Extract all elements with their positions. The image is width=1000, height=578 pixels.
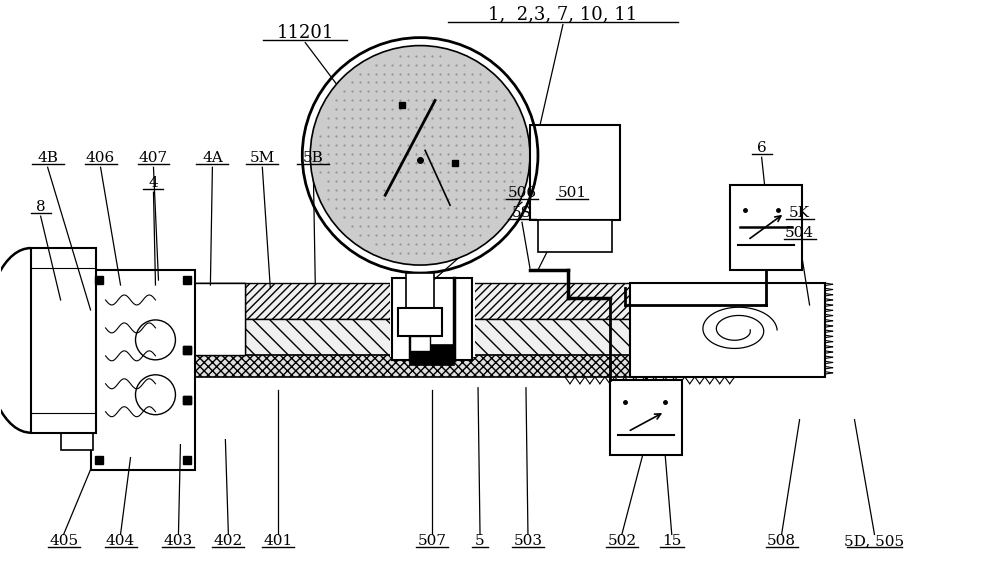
Text: 5K: 5K bbox=[789, 206, 810, 220]
Bar bbox=[630, 283, 825, 377]
Bar bbox=[406, 273, 434, 308]
Text: 5S: 5S bbox=[512, 206, 532, 220]
Text: 5B: 5B bbox=[303, 151, 324, 165]
Bar bbox=[91, 270, 195, 469]
Text: 6: 6 bbox=[757, 142, 767, 155]
Bar bbox=[392, 278, 472, 360]
Bar bbox=[61, 290, 93, 450]
Bar bbox=[185, 283, 245, 355]
Text: 508: 508 bbox=[767, 535, 796, 549]
Bar bbox=[185, 355, 740, 377]
Bar bbox=[185, 283, 240, 319]
Bar bbox=[610, 380, 682, 455]
Text: 503: 503 bbox=[513, 535, 542, 549]
Text: 502: 502 bbox=[607, 535, 636, 549]
Text: 507: 507 bbox=[418, 535, 447, 549]
Bar bbox=[538, 220, 612, 252]
Text: 504: 504 bbox=[785, 226, 814, 240]
Text: 15: 15 bbox=[662, 535, 681, 549]
Bar bbox=[398, 308, 442, 336]
Text: 11201: 11201 bbox=[277, 24, 334, 42]
Bar bbox=[31, 248, 96, 433]
Bar bbox=[185, 283, 245, 355]
Circle shape bbox=[310, 46, 530, 265]
Text: 5D, 505: 5D, 505 bbox=[844, 535, 905, 549]
Bar bbox=[185, 319, 740, 355]
Bar bbox=[185, 283, 740, 319]
Text: 5M: 5M bbox=[250, 151, 275, 165]
Text: 407: 407 bbox=[139, 151, 168, 165]
Bar bbox=[185, 319, 240, 355]
Text: 402: 402 bbox=[214, 535, 243, 549]
Bar bbox=[410, 336, 430, 351]
Text: 8: 8 bbox=[36, 200, 45, 214]
Text: 506: 506 bbox=[507, 186, 537, 200]
Text: 4A: 4A bbox=[202, 151, 223, 165]
Text: 404: 404 bbox=[106, 535, 135, 549]
Text: 501: 501 bbox=[557, 186, 586, 200]
Text: 403: 403 bbox=[164, 535, 193, 549]
Text: 1,  2,3, 7, 10, 11: 1, 2,3, 7, 10, 11 bbox=[488, 6, 638, 24]
Bar bbox=[530, 125, 620, 220]
Text: 401: 401 bbox=[264, 535, 293, 549]
Text: 405: 405 bbox=[49, 535, 78, 549]
Text: 4B: 4B bbox=[37, 151, 58, 165]
Text: 4: 4 bbox=[149, 176, 158, 190]
Text: 406: 406 bbox=[86, 151, 115, 165]
Bar bbox=[730, 186, 802, 270]
Bar bbox=[410, 345, 454, 365]
Bar bbox=[390, 281, 475, 357]
Text: 5: 5 bbox=[475, 535, 485, 549]
